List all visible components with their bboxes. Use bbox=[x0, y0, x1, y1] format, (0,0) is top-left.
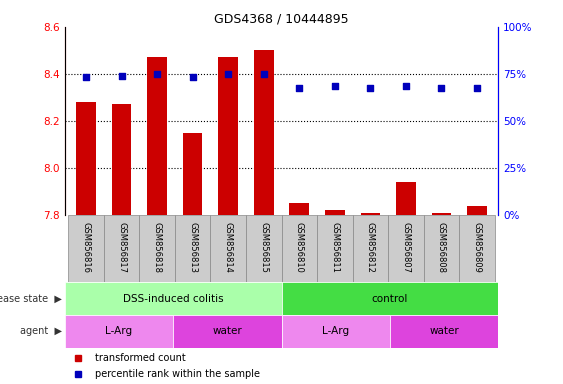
Point bbox=[437, 85, 446, 91]
Text: GSM856816: GSM856816 bbox=[82, 222, 91, 273]
Bar bbox=[282, 282, 498, 315]
Bar bbox=[467, 205, 486, 215]
Text: L-Arg: L-Arg bbox=[322, 326, 349, 336]
Bar bbox=[282, 315, 390, 348]
Point bbox=[366, 85, 375, 91]
Text: GSM856817: GSM856817 bbox=[117, 222, 126, 273]
Bar bbox=[65, 282, 282, 315]
Text: GSM856812: GSM856812 bbox=[366, 222, 375, 273]
Point bbox=[117, 73, 126, 79]
Text: GSM856815: GSM856815 bbox=[259, 222, 268, 273]
Text: GSM856810: GSM856810 bbox=[295, 222, 304, 273]
Point bbox=[472, 85, 481, 91]
Text: water: water bbox=[429, 326, 459, 336]
Point bbox=[224, 71, 233, 77]
Point bbox=[259, 71, 268, 77]
Bar bbox=[148, 58, 167, 215]
Bar bbox=[390, 315, 498, 348]
Text: GSM856813: GSM856813 bbox=[188, 222, 197, 273]
Point bbox=[153, 71, 162, 77]
Text: water: water bbox=[212, 326, 242, 336]
Bar bbox=[360, 213, 380, 215]
Text: agent  ▶: agent ▶ bbox=[20, 326, 62, 336]
Bar bbox=[218, 58, 238, 215]
Bar bbox=[112, 104, 131, 215]
Bar bbox=[183, 133, 203, 215]
Bar bbox=[65, 315, 173, 348]
Text: GSM856807: GSM856807 bbox=[401, 222, 410, 273]
Text: GSM856818: GSM856818 bbox=[153, 222, 162, 273]
Point bbox=[401, 83, 410, 89]
Text: control: control bbox=[372, 293, 408, 304]
Text: GSM856808: GSM856808 bbox=[437, 222, 446, 273]
Bar bbox=[459, 215, 495, 282]
Bar bbox=[68, 215, 104, 282]
Text: GSM856814: GSM856814 bbox=[224, 222, 233, 273]
Text: GSM856811: GSM856811 bbox=[330, 222, 339, 273]
Bar bbox=[325, 210, 345, 215]
Point bbox=[295, 85, 304, 91]
Text: L-Arg: L-Arg bbox=[105, 326, 132, 336]
Text: DSS-induced colitis: DSS-induced colitis bbox=[123, 293, 224, 304]
Bar bbox=[246, 215, 282, 282]
Title: GDS4368 / 10444895: GDS4368 / 10444895 bbox=[214, 13, 349, 26]
Bar bbox=[104, 215, 140, 282]
Text: transformed count: transformed count bbox=[95, 353, 186, 362]
Bar bbox=[77, 102, 96, 215]
Bar bbox=[352, 215, 388, 282]
Bar bbox=[432, 213, 451, 215]
Text: GSM856809: GSM856809 bbox=[472, 222, 481, 273]
Bar bbox=[388, 215, 423, 282]
Bar bbox=[289, 203, 309, 215]
Point bbox=[330, 83, 339, 89]
Bar bbox=[396, 182, 415, 215]
Text: disease state  ▶: disease state ▶ bbox=[0, 293, 62, 304]
Bar bbox=[317, 215, 352, 282]
Bar bbox=[175, 215, 211, 282]
Bar bbox=[211, 215, 246, 282]
Bar bbox=[423, 215, 459, 282]
Bar bbox=[173, 315, 282, 348]
Bar bbox=[140, 215, 175, 282]
Bar bbox=[282, 215, 317, 282]
Point bbox=[188, 74, 197, 80]
Point bbox=[82, 74, 91, 80]
Bar bbox=[254, 50, 274, 215]
Text: percentile rank within the sample: percentile rank within the sample bbox=[95, 369, 260, 379]
